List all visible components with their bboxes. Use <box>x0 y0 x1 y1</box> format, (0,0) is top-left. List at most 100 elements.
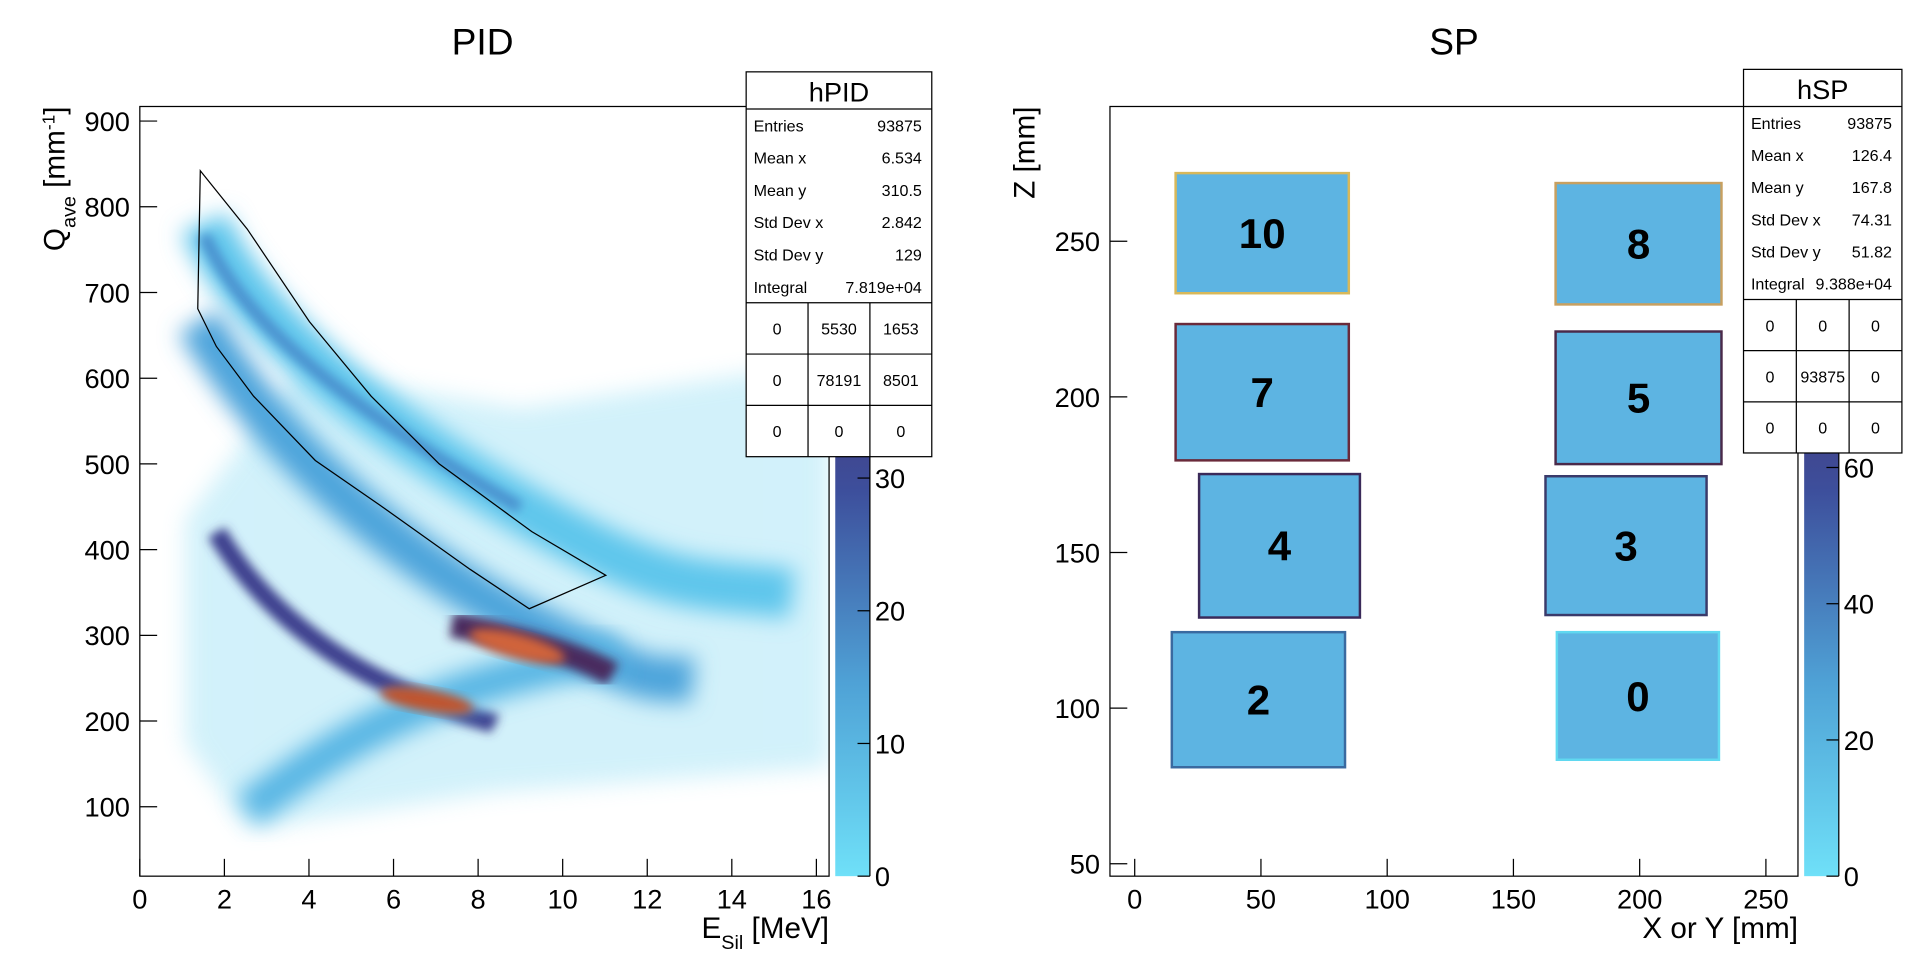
region-label: 10 <box>1239 210 1286 257</box>
x-tick-label: 250 <box>1743 883 1788 914</box>
stats-label: Mean x <box>754 150 807 168</box>
stats-value: 93875 <box>1847 115 1892 133</box>
plot-frame <box>1109 105 1799 877</box>
stats-value: 7.819e+04 <box>845 279 922 297</box>
region-label: 5 <box>1627 375 1650 422</box>
stats-cell: 0 <box>1871 317 1880 335</box>
stats-label: Std Dev x <box>1751 211 1821 229</box>
x-tick-label: 4 <box>301 883 316 914</box>
density-band <box>178 310 696 703</box>
stats-value: 2.842 <box>882 214 922 232</box>
y-tick-label: 400 <box>85 535 130 566</box>
stats-label: Std Dev y <box>1751 243 1821 261</box>
stats-cell: 0 <box>773 321 782 339</box>
stats-cell: 0 <box>773 372 782 390</box>
region-label: 0 <box>1626 673 1649 720</box>
density <box>178 123 830 830</box>
y-tick-label: 200 <box>85 706 130 737</box>
stats-value: 126.4 <box>1852 147 1892 165</box>
axis-title-part: ] <box>38 106 71 114</box>
stats-cell: 0 <box>1871 420 1880 438</box>
axis-title-part: E <box>701 912 721 945</box>
x-tick-label: 0 <box>1127 883 1142 914</box>
axis-title-part: Z [mm] <box>1008 106 1041 198</box>
region-label: 7 <box>1251 369 1274 416</box>
stats-cell: 0 <box>1765 420 1774 438</box>
z-tick-label: 30 <box>875 463 905 494</box>
stats-cell: 0 <box>773 423 782 441</box>
y-tick-label: 50 <box>1070 849 1100 880</box>
region <box>1197 472 1362 619</box>
x-tick-label: 50 <box>1246 883 1276 914</box>
axis-title: Z [mm] <box>1008 106 1041 198</box>
y-tick-label: 600 <box>85 363 130 394</box>
y-tick-label: 200 <box>1055 382 1100 413</box>
stats-label: Entries <box>1751 115 1801 133</box>
y-tick-label: 100 <box>85 792 130 823</box>
x-tick-label: 2 <box>217 883 232 914</box>
stats-value: 6.534 <box>882 150 922 168</box>
y-tick-label: 700 <box>85 277 130 308</box>
x-tick-label: 0 <box>132 883 147 914</box>
x-tick-label: 14 <box>717 883 747 914</box>
axis-title: Qave [mm-1] <box>38 106 80 251</box>
stats-title: hSP <box>1797 74 1848 105</box>
z-tick-label: 60 <box>1844 452 1874 483</box>
stats-box <box>1742 68 1903 454</box>
region <box>1554 181 1723 306</box>
axis-title-part: ave <box>58 196 80 228</box>
stats-label: Mean y <box>1751 179 1804 197</box>
region-label: 4 <box>1268 523 1292 570</box>
stats-cell: 1653 <box>883 321 919 339</box>
stats-cell: 78191 <box>817 372 862 390</box>
axis-title-part: -1 <box>38 115 58 130</box>
y-tick-label: 250 <box>1055 226 1100 257</box>
axis-title: X or Y [mm] <box>1642 912 1798 945</box>
stats-label: Std Dev y <box>754 246 824 264</box>
stats-label: Mean x <box>1751 147 1804 165</box>
z-tick-label: 20 <box>1844 725 1874 756</box>
region <box>1170 630 1347 769</box>
stats-cell: 8501 <box>883 372 919 390</box>
region-label: 2 <box>1247 677 1270 724</box>
region-label: 8 <box>1627 221 1650 268</box>
density-band <box>207 527 500 733</box>
stats-cell: 5530 <box>821 321 857 339</box>
region-label: 3 <box>1614 522 1637 569</box>
y-tick-label: 800 <box>85 192 130 223</box>
y-tick-label: 100 <box>1055 693 1100 724</box>
cut-polygon <box>197 169 608 610</box>
plot-frame <box>139 105 830 877</box>
axis-title-part: [mm <box>38 130 71 196</box>
stats-box <box>745 71 933 458</box>
region <box>1174 171 1351 295</box>
axis-title-part: Sil <box>721 932 743 954</box>
region <box>1544 474 1708 617</box>
stats-cell: 0 <box>896 423 905 441</box>
density-band <box>198 232 523 513</box>
stats-value: 310.5 <box>882 182 922 200</box>
stats-cell: 0 <box>834 423 843 441</box>
stats-cell: 0 <box>1818 317 1827 335</box>
z-tick-label: 0 <box>875 861 890 892</box>
chart-title: PID <box>452 21 514 63</box>
stats-cell: 0 <box>1765 317 1774 335</box>
x-tick-label: 6 <box>386 883 401 914</box>
region <box>1174 322 1351 462</box>
axis-title-part: [MeV] <box>743 912 829 945</box>
x-tick-label: 16 <box>801 883 831 914</box>
x-tick-label: 100 <box>1364 883 1409 914</box>
axis-title: ESil [MeV] <box>701 912 829 954</box>
z-tick-label: 20 <box>875 596 905 627</box>
x-tick-label: 8 <box>471 883 486 914</box>
chart-title: SP <box>1429 21 1479 63</box>
y-tick-label: 500 <box>85 449 130 480</box>
x-tick-label: 200 <box>1617 883 1662 914</box>
stats-label: Std Dev x <box>754 214 824 232</box>
stats-label: Integral <box>1751 276 1805 294</box>
stats-cell: 0 <box>1871 368 1880 386</box>
stats-value: 129 <box>895 246 922 264</box>
stats-value: 167.8 <box>1852 179 1892 197</box>
